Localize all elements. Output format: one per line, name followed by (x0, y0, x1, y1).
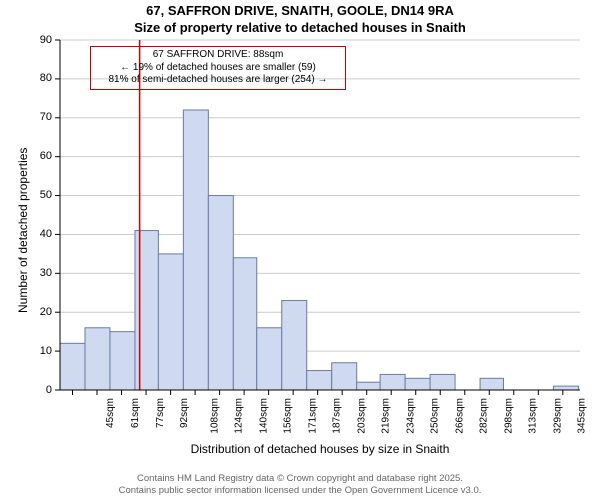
y-tick-label: 50 (0, 189, 52, 201)
annotation-line-3: 81% of semi-detached houses are larger (… (95, 74, 341, 87)
x-tick-label: 92sqm (179, 398, 190, 428)
footer-attribution: Contains HM Land Registry data © Crown c… (0, 473, 600, 497)
y-tick-label: 20 (0, 306, 52, 318)
chart-container: 67, SAFFRON DRIVE, SNAITH, GOOLE, DN14 9… (0, 0, 600, 500)
y-tick-label: 40 (0, 228, 52, 240)
x-tick-label: 187sqm (332, 398, 343, 434)
x-tick-label: 234sqm (405, 398, 416, 434)
x-tick-label: 124sqm (234, 398, 245, 434)
y-tick-label: 30 (0, 267, 52, 279)
annotation-line-2: ← 19% of detached houses are smaller (59… (95, 62, 341, 75)
x-tick-label: 250sqm (430, 398, 441, 434)
y-tick-label: 60 (0, 150, 52, 162)
x-tick-label: 171sqm (307, 398, 318, 434)
x-tick-label: 140sqm (258, 398, 269, 434)
footer-line-2: Contains public sector information licen… (0, 485, 600, 497)
x-tick-label: 219sqm (381, 398, 392, 434)
x-tick-label: 108sqm (209, 398, 220, 434)
x-tick-label: 329sqm (552, 398, 563, 434)
x-tick-label: 313sqm (528, 398, 539, 434)
x-tick-label: 298sqm (503, 398, 514, 434)
x-tick-label: 156sqm (283, 398, 294, 434)
annotation-box: 67 SAFFRON DRIVE: 88sqm ← 19% of detache… (90, 46, 346, 90)
y-tick-label: 90 (0, 34, 52, 46)
footer-line-1: Contains HM Land Registry data © Crown c… (0, 473, 600, 485)
x-tick-label: 61sqm (130, 398, 141, 428)
x-tick-label: 45sqm (106, 398, 117, 428)
y-tick-label: 0 (0, 384, 52, 396)
x-tick-label: 203sqm (356, 398, 367, 434)
x-tick-label: 345sqm (577, 398, 588, 434)
x-tick-label: 77sqm (155, 398, 166, 428)
y-tick-label: 70 (0, 111, 52, 123)
y-tick-label: 80 (0, 72, 52, 84)
x-tick-label: 266sqm (454, 398, 465, 434)
x-tick-label: 282sqm (479, 398, 490, 434)
annotation-line-1: 67 SAFFRON DRIVE: 88sqm (95, 49, 341, 62)
x-axis-label: Distribution of detached houses by size … (60, 442, 580, 456)
y-tick-label: 10 (0, 345, 52, 357)
